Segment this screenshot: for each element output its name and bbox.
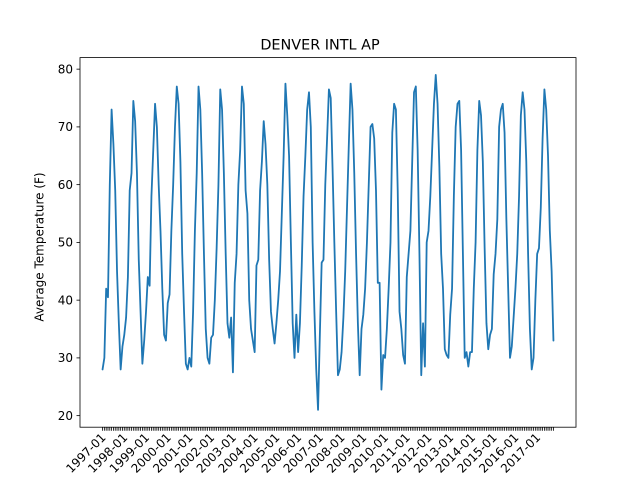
y-tick-label: 40 bbox=[58, 293, 73, 307]
y-tick-label: 30 bbox=[58, 351, 73, 365]
y-tick-label: 60 bbox=[58, 178, 73, 192]
y-tick-label: 70 bbox=[58, 120, 73, 134]
chart-title: DENVER INTL AP bbox=[260, 38, 380, 54]
y-tick-label: 50 bbox=[58, 236, 73, 250]
plot-series bbox=[101, 74, 555, 411]
y-axis: 20 30 40 50 60 70 80 bbox=[58, 62, 80, 423]
y-tick-label: 20 bbox=[58, 409, 73, 423]
temperature-series-line bbox=[101, 74, 555, 411]
y-tick-label: 80 bbox=[58, 62, 73, 76]
plot-frame bbox=[79, 57, 577, 428]
y-axis-title: Average Temperature (F) bbox=[33, 172, 47, 321]
